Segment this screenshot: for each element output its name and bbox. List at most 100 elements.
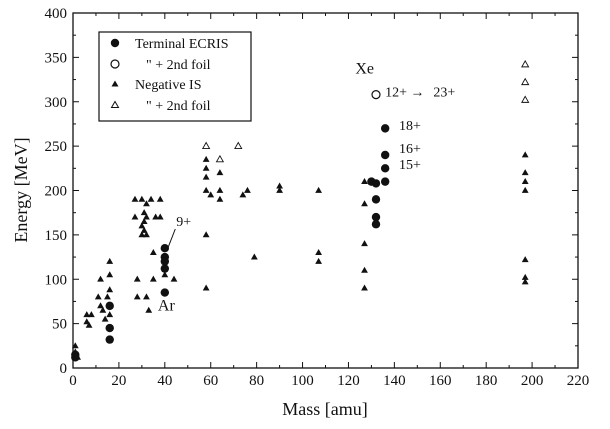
data-point-filled-triangle — [152, 213, 160, 220]
x-tick-label: 160 — [429, 373, 452, 389]
legend-entry-negative-is: Negative IS — [111, 78, 201, 93]
annotation-label: 16+ — [399, 142, 421, 157]
x-tick-label: 0 — [69, 373, 77, 389]
annotation-layer: 9+ Ar Xe 12+ → 23+ 18+ 16+15+ — [158, 60, 455, 314]
data-point-filled-triangle — [143, 231, 150, 238]
x-tick-label: 80 — [249, 373, 264, 389]
data-point-open-triangle — [201, 141, 211, 149]
legend-marker-filled-circle — [110, 38, 120, 48]
annotation-label: Xe — [355, 60, 374, 77]
data-point-filled-circle — [380, 164, 390, 173]
data-point-filled-triangle — [143, 213, 150, 220]
data-point-filled-triangle — [244, 186, 251, 193]
data-point-filled-triangle — [156, 213, 164, 220]
data-point-filled-circle — [160, 264, 170, 273]
data-point-filled-triangle — [71, 342, 79, 349]
data-point-open-triangle — [234, 141, 243, 149]
data-point-filled-circle — [105, 335, 114, 344]
data-point-filled-triangle — [202, 284, 210, 291]
annotation-label: 15+ — [399, 158, 421, 173]
data-point-filled-circle — [371, 220, 381, 229]
y-tick-label: 150 — [45, 228, 68, 244]
data-point-filled-triangle — [202, 173, 210, 180]
data-point-filled-triangle — [104, 293, 111, 300]
data-point-filled-triangle — [138, 195, 146, 202]
annotation-label: 12+ — [385, 85, 407, 100]
data-point-filled-triangle — [140, 209, 148, 216]
data-point-open-circle — [371, 90, 381, 100]
data-point-filled-triangle — [133, 275, 141, 282]
data-point-filled-triangle — [239, 191, 247, 198]
x-tick-label: 120 — [337, 373, 360, 389]
annotation-label: 23+ — [433, 85, 455, 100]
data-point-filled-triangle — [361, 200, 368, 207]
data-point-filled-triangle — [133, 293, 141, 300]
data-point-filled-triangle — [83, 311, 91, 318]
data-point-filled-triangle — [101, 315, 109, 322]
x-tick-label: 140 — [383, 373, 406, 389]
y-tick-label: 50 — [52, 317, 67, 333]
legend-box — [98, 31, 252, 122]
data-point-filled-triangle — [216, 186, 224, 193]
x-tick-label: 100 — [291, 373, 314, 389]
data-point-filled-triangle — [83, 318, 91, 325]
data-point-filled-triangle — [145, 306, 153, 313]
data-point-filled-circle — [371, 212, 381, 222]
data-point-filled-circle — [380, 177, 390, 186]
y-tick-label: 350 — [45, 50, 68, 66]
data-point-filled-circle — [105, 323, 114, 333]
data-point-filled-triangle — [170, 275, 178, 282]
y-axis-title: Energy [MeV] — [11, 137, 31, 242]
data-point-filled-triangle — [106, 286, 114, 293]
data-point-filled-triangle — [85, 321, 93, 328]
legend-label-ecris-2nd-foil: " + 2nd foil — [146, 58, 211, 73]
x-tick-label: 20 — [111, 373, 126, 389]
data-point-filled-circle — [380, 150, 390, 160]
data-point-filled-circle — [160, 243, 170, 253]
data-point-filled-triangle — [99, 306, 107, 313]
data-point-filled-triangle — [87, 311, 95, 318]
data-point-open-triangle — [521, 59, 530, 68]
data-point-filled-triangle — [106, 257, 114, 264]
data-point-filled-triangle — [361, 284, 368, 291]
data-point-filled-triangle — [140, 217, 148, 224]
data-point-filled-triangle — [156, 195, 164, 202]
data-point-filled-triangle — [161, 271, 169, 278]
annotation-label: 9+ — [176, 215, 191, 230]
data-point-filled-triangle — [97, 302, 104, 309]
y-tick-label: 100 — [45, 272, 68, 288]
data-point-filled-triangle — [138, 222, 146, 229]
data-point-filled-triangle — [143, 293, 150, 300]
data-point-filled-triangle — [202, 164, 210, 171]
axis-layer: 0 20 40 60 80 100 120 140 160 180 200 220 0 50 100 150 2… — [45, 6, 590, 389]
y-tick-label: 400 — [45, 6, 68, 22]
data-point-filled-triangle — [315, 186, 323, 193]
data-point-filled-triangle — [202, 186, 210, 193]
legend-marker-filled-triangle — [111, 80, 119, 87]
y-tick-label: 0 — [60, 361, 68, 377]
data-point-filled-triangle — [521, 256, 529, 263]
data-point-filled-triangle — [140, 226, 148, 233]
legend-label-negative-is: Negative IS — [135, 78, 201, 93]
data-point-filled-triangle — [276, 186, 283, 193]
data-point-filled-circle — [371, 195, 381, 204]
x-tick-label: 60 — [203, 373, 218, 389]
legend-entry-ecris-2nd-foil: " + 2nd foil — [110, 58, 211, 73]
data-point-filled-circle — [105, 301, 114, 311]
data-point-open-triangle — [521, 77, 530, 86]
data-point-filled-circle — [160, 288, 170, 297]
data-point-filled-triangle — [149, 249, 157, 256]
legend-entry-negative-2nd-foil: " + 2nd foil — [110, 99, 211, 114]
data-point-filled-triangle — [143, 200, 150, 207]
data-point-filled-triangle — [361, 240, 368, 247]
data-point-filled-triangle — [521, 178, 529, 185]
data-point-filled-circle — [160, 257, 170, 266]
data-point-filled-triangle — [315, 257, 323, 264]
legend-label-terminal-ecris: Terminal ECRIS — [135, 37, 229, 52]
data-point-filled-triangle — [521, 151, 529, 158]
data-point-filled-triangle — [207, 191, 215, 198]
y-tick-label: 250 — [45, 139, 68, 155]
annotation-label: → — [410, 85, 424, 100]
annotation-label: 18+ — [399, 119, 421, 134]
